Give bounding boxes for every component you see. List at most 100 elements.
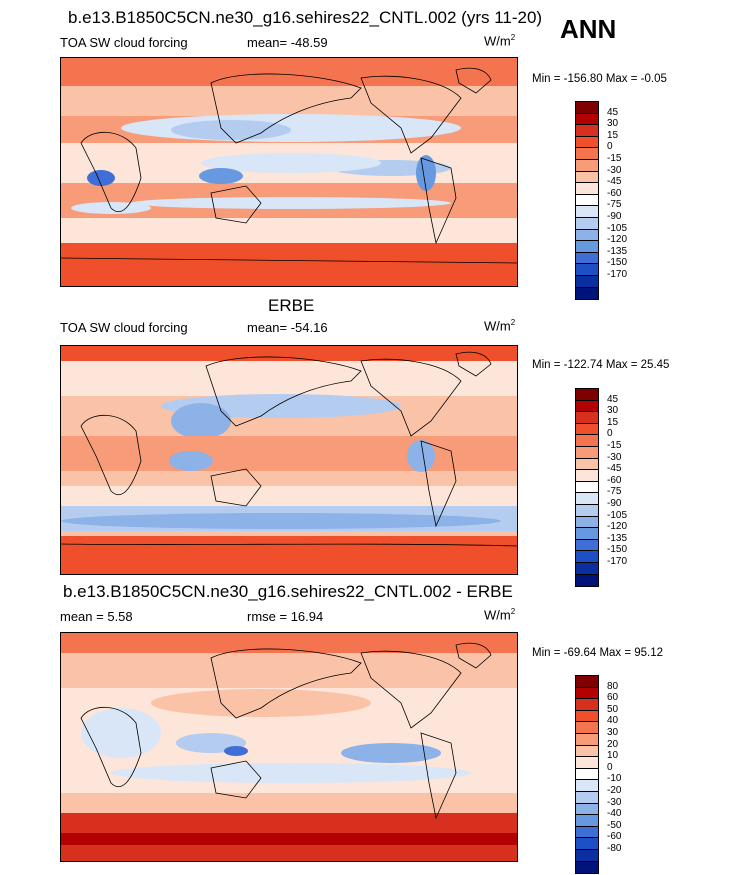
colorbar-tick-label: -45: [607, 176, 622, 188]
panel-3-map-svg: [61, 633, 517, 861]
colorbar-swatch: [576, 264, 598, 276]
colorbar-tick-label: 0: [607, 428, 613, 440]
colorbar-tick-label: -90: [607, 211, 622, 222]
colorbar-swatch: [576, 562, 598, 575]
colorbar-swatch: [576, 458, 598, 471]
colorbar-swatch: [576, 539, 598, 552]
colorbar-swatch: [576, 470, 598, 482]
colorbar-tick-label: 30: [607, 405, 619, 417]
colorbar-swatch: [576, 102, 598, 114]
colorbar-tick-label: -15: [607, 153, 622, 164]
colorbar-swatch: [576, 148, 598, 160]
colorbar-tick-label: 40: [607, 715, 619, 727]
colorbar-swatch: [576, 722, 598, 734]
panel-3-minmax: Min = -69.64 Max = 95.12: [532, 647, 664, 659]
colorbar-tick-label: -40: [607, 808, 622, 820]
panel-2-colorbar: [575, 388, 599, 588]
colorbar-swatch: [576, 733, 598, 746]
panel-3-rmse-label: rmse = 16.94: [247, 609, 324, 624]
panel-1-mean-label: mean= -48.59: [247, 35, 328, 50]
colorbar-swatch: [576, 745, 598, 758]
colorbar-swatch: [576, 275, 598, 288]
colorbar-tick-label: -60: [607, 831, 622, 843]
colorbar-tick-label: -20: [607, 785, 622, 796]
colorbar-tick-label: -90: [607, 498, 622, 509]
colorbar-swatch: [576, 849, 598, 862]
colorbar-swatch: [576, 159, 598, 172]
colorbar-tick-label: -105: [607, 509, 628, 521]
season-label: ANN: [560, 14, 617, 44]
colorbar-tick-label: -135: [607, 245, 628, 257]
colorbar-swatch: [576, 435, 598, 447]
colorbar-tick-label: 15: [607, 416, 619, 428]
colorbar-swatch: [576, 171, 598, 184]
panel-1-minmax: Min = -156.80 Max = -0.05: [532, 73, 667, 85]
colorbar-swatch: [576, 217, 598, 230]
colorbar-tick-label: 45: [607, 393, 619, 405]
colorbar-swatch: [576, 241, 598, 253]
colorbar-tick-label: 0: [607, 761, 613, 773]
colorbar-tick-label: -60: [607, 187, 622, 199]
panel-1-map: [60, 57, 518, 287]
panel-2-mean-label: mean= -54.16: [247, 320, 328, 335]
colorbar-tick-label: -10: [607, 773, 622, 785]
colorbar-tick-label: -150: [607, 544, 628, 556]
colorbar-swatch: [576, 516, 598, 529]
colorbar-tick-label: -60: [607, 474, 622, 486]
colorbar-tick-label: -50: [607, 819, 622, 831]
panel-2-colorbar-labels: 45 30 15 0 -15 -30 -45 -60 -75 -90 -105 -120 -135 -15…: [607, 388, 647, 588]
colorbar-swatch: [576, 676, 598, 688]
colorbar-tick-label: 15: [607, 129, 619, 141]
colorbar-swatch: [576, 287, 598, 300]
colorbar-tick-label: 45: [607, 106, 619, 118]
colorbar-swatch: [576, 125, 598, 137]
colorbar-tick-label: 30: [607, 727, 619, 738]
colorbar-tick-label: -30: [607, 451, 622, 463]
colorbar-swatch: [576, 389, 598, 401]
colorbar-swatch: [576, 528, 598, 540]
panel-1-colorbar: [575, 101, 599, 301]
colorbar-swatch: [576, 229, 598, 242]
colorbar-swatch: [576, 252, 598, 265]
panel-2-map-svg: [61, 346, 517, 574]
colorbar-swatch: [576, 400, 598, 413]
colorbar-tick-label: -45: [607, 463, 622, 475]
panel-3-units: W/m2: [484, 607, 516, 623]
panel-2-title: ERBE: [268, 296, 315, 315]
colorbar-swatch: [576, 768, 598, 781]
colorbar-swatch: [576, 423, 598, 436]
panel-3-colorbar: [575, 675, 599, 875]
colorbar-tick-label: 20: [607, 738, 619, 750]
colorbar-tick-label: 0: [607, 141, 613, 153]
colorbar-tick-label: -120: [607, 521, 628, 533]
colorbar-swatch: [576, 113, 598, 126]
panel-2-minmax: Min = -122.74 Max = 25.45: [532, 359, 670, 371]
colorbar-tick-label: 80: [607, 680, 619, 692]
colorbar-tick-label: -170: [607, 269, 628, 280]
panel-3-colorbar-labels: 80 60 50 40 30 20 10 0 -10 -20 -30 -40 -50 -60 -80: [607, 675, 647, 875]
colorbar-swatch: [576, 838, 598, 850]
colorbar-swatch: [576, 699, 598, 711]
panel-3-map: [60, 632, 518, 862]
colorbar-tick-label: -30: [607, 164, 622, 176]
panel-2-variable-label: TOA SW cloud forcing: [60, 320, 188, 335]
panel-1-title: b.e13.B1850C5CN.ne30_g16.sehires22_CNTL.…: [68, 8, 543, 27]
colorbar-swatch: [576, 815, 598, 827]
colorbar-swatch: [576, 791, 598, 804]
colorbar-tick-label: -15: [607, 440, 622, 451]
colorbar-swatch: [576, 194, 598, 207]
colorbar-tick-label: 10: [607, 750, 619, 762]
colorbar-tick-label: -170: [607, 556, 628, 567]
panel-3-mean-label: mean = 5.58: [60, 609, 133, 624]
panel-1-variable-label: TOA SW cloud forcing: [60, 35, 188, 50]
panel-1-colorbar-labels: 45 30 15 0 -15 -30 -45 -60 -75 -90 -105 -120 -135 -15…: [607, 101, 647, 301]
colorbar-swatch: [576, 574, 598, 587]
colorbar-tick-label: -135: [607, 532, 628, 544]
colorbar-swatch: [576, 183, 598, 195]
colorbar-tick-label: 30: [607, 118, 619, 130]
panel-3-title: b.e13.B1850C5CN.ne30_g16.sehires22_CNTL.…: [63, 582, 513, 601]
colorbar-tick-label: 60: [607, 692, 619, 704]
colorbar-swatch: [576, 826, 598, 839]
colorbar-tick-label: -105: [607, 222, 628, 234]
panel-2-map: [60, 345, 518, 575]
